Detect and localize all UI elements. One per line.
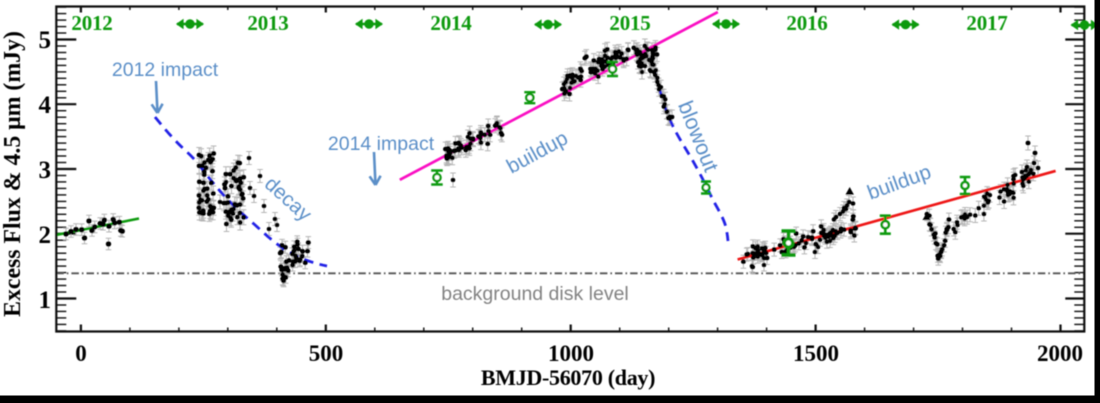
svg-text:1000: 1000 (548, 341, 594, 366)
svg-text:2013: 2013 (247, 11, 288, 35)
svg-text:2000: 2000 (1037, 341, 1083, 366)
svg-text:5: 5 (39, 27, 52, 54)
svg-text:2014 impact: 2014 impact (328, 133, 435, 155)
svg-text:2012: 2012 (71, 11, 112, 35)
svg-text:0: 0 (75, 341, 87, 366)
svg-text:background disk level: background disk level (441, 283, 629, 305)
svg-text:3: 3 (39, 157, 52, 184)
svg-text:2012 impact: 2012 impact (112, 59, 219, 81)
svg-text:2014: 2014 (430, 11, 472, 35)
svg-text:2: 2 (39, 222, 52, 249)
svg-text:1: 1 (39, 287, 52, 314)
svg-text:4: 4 (39, 92, 52, 119)
svg-text:2017: 2017 (966, 11, 1007, 35)
svg-text:2016: 2016 (786, 11, 827, 35)
svg-text:2015: 2015 (609, 11, 650, 35)
svg-text:1500: 1500 (793, 341, 839, 366)
svg-text:500: 500 (309, 341, 344, 366)
svg-text:Excess Flux & 4.5 μm (mJy): Excess Flux & 4.5 μm (mJy) (0, 31, 26, 317)
svg-text:BMJD-56070 (day): BMJD-56070 (day) (481, 365, 655, 390)
